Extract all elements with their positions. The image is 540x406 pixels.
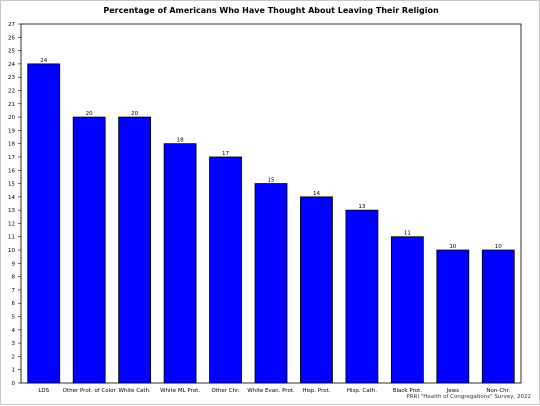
y-tick-label: 24 bbox=[8, 62, 15, 68]
bar-value-label: 11 bbox=[404, 231, 411, 237]
y-tick-label: 26 bbox=[8, 35, 15, 41]
x-tick-label: White ML Prot. bbox=[160, 388, 200, 394]
x-tick-label: Hisp. Prot. bbox=[302, 388, 330, 394]
x-tick-label: Other Chr. bbox=[211, 388, 239, 394]
x-tick-label: White Cath. bbox=[118, 388, 151, 394]
bar bbox=[209, 156, 242, 384]
y-tick-label: 21 bbox=[8, 102, 15, 108]
y-tick-label: 7 bbox=[12, 288, 16, 294]
bar-value-label: 15 bbox=[268, 178, 275, 184]
bar-value-label: 17 bbox=[222, 151, 229, 157]
y-tick-label: 0 bbox=[12, 381, 16, 387]
y-tick-label: 13 bbox=[8, 208, 15, 214]
x-tick-label: Non-Chr. bbox=[486, 388, 510, 394]
y-tick-label: 18 bbox=[8, 142, 15, 148]
chart-source: PRRI "Health of Congregations" Survey, 2… bbox=[406, 394, 531, 400]
y-tick-label: 4 bbox=[12, 328, 16, 334]
x-tick-label: Hisp. Cath. bbox=[347, 388, 377, 394]
x-tick-label: Other Prot. of Color bbox=[63, 388, 117, 394]
y-tick-label: 15 bbox=[8, 182, 15, 188]
y-axis: 0123456789101112131415161718192021222324… bbox=[8, 22, 522, 387]
bar-value-label: 20 bbox=[131, 111, 138, 117]
y-tick-label: 17 bbox=[8, 155, 15, 161]
y-tick-label: 11 bbox=[8, 235, 15, 241]
y-tick-label: 20 bbox=[8, 115, 15, 121]
chart-title: Percentage of Americans Who Have Thought… bbox=[103, 6, 439, 15]
bar bbox=[254, 183, 288, 384]
y-tick-label: 14 bbox=[8, 195, 15, 201]
bars: 24 20 20 18 17 15 14 13 11 10 10 bbox=[27, 58, 515, 384]
y-tick-label: 12 bbox=[8, 221, 15, 227]
bar-value-label: 20 bbox=[86, 111, 93, 117]
y-tick-label: 9 bbox=[12, 261, 16, 267]
x-tick-label: Jews bbox=[446, 388, 460, 394]
bar bbox=[390, 236, 424, 384]
y-tick-label: 27 bbox=[8, 22, 15, 28]
bar bbox=[27, 63, 61, 384]
bar bbox=[481, 249, 515, 384]
y-tick-label: 8 bbox=[12, 275, 16, 281]
y-tick-label: 6 bbox=[12, 301, 16, 307]
y-tick-label: 19 bbox=[8, 128, 15, 134]
bar bbox=[436, 249, 470, 384]
bar bbox=[72, 116, 106, 384]
y-tick-label: 25 bbox=[8, 49, 15, 55]
bar-value-label: 14 bbox=[313, 191, 320, 197]
x-tick-label: Black Prot. bbox=[393, 388, 423, 394]
y-tick-label: 1 bbox=[12, 368, 16, 374]
bar bbox=[163, 143, 197, 384]
x-tick-label: LDS bbox=[38, 388, 49, 394]
bar bbox=[345, 209, 379, 384]
bar bbox=[118, 116, 152, 384]
bar-value-label: 10 bbox=[449, 244, 456, 250]
y-tick-label: 2 bbox=[12, 354, 16, 360]
y-tick-label: 23 bbox=[8, 75, 15, 81]
y-tick-label: 3 bbox=[12, 341, 16, 347]
bar bbox=[300, 196, 333, 384]
bar-value-label: 24 bbox=[40, 58, 47, 64]
y-tick-label: 5 bbox=[12, 315, 16, 321]
y-tick-label: 22 bbox=[8, 88, 15, 94]
y-tick-label: 10 bbox=[8, 248, 15, 254]
bar-value-label: 13 bbox=[358, 204, 365, 210]
x-axis: LDS Other Prot. of Color White Cath. White … bbox=[38, 388, 510, 394]
x-tick-label: White Evan. Prot. bbox=[247, 388, 295, 394]
y-tick-label: 16 bbox=[8, 168, 15, 174]
bar-value-label: 18 bbox=[177, 138, 184, 144]
bar-value-label: 10 bbox=[495, 244, 502, 250]
